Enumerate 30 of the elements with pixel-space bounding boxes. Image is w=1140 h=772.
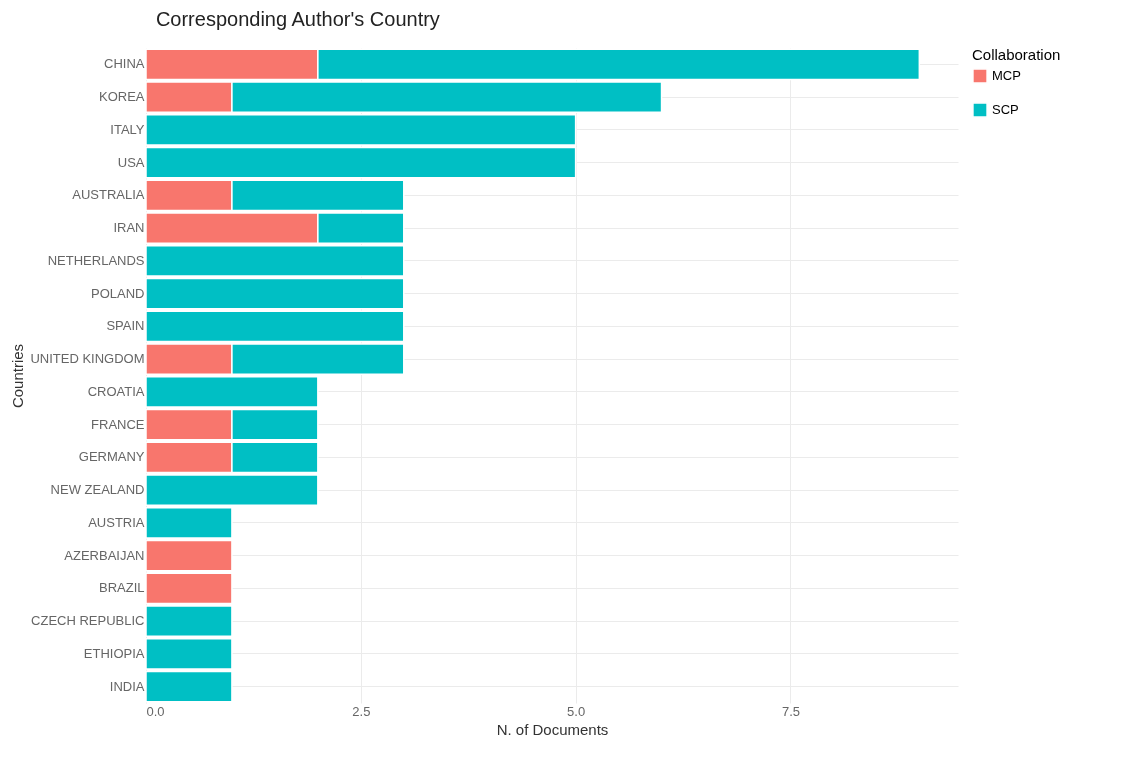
y-tick-label: UNITED KINGDOM <box>30 351 145 367</box>
x-tick-label: 5.0 <box>567 703 586 719</box>
y-tick-label: IRAN <box>113 220 145 236</box>
y-tick-label: KOREA <box>98 89 145 105</box>
legend-title: Collaboration <box>972 46 1061 63</box>
y-tick-label: AZERBAIJAN <box>64 547 145 563</box>
y-tick-label: FRANCE <box>91 416 145 432</box>
y-tick-label: POLAND <box>91 285 145 301</box>
y-tick-label: CHINA <box>104 56 145 72</box>
x-axis-title: N. of Documents <box>496 720 609 738</box>
y-tick-label: CROATIA <box>87 383 145 399</box>
y-tick-label: CZECH REPUBLIC <box>31 613 145 629</box>
y-tick-label: ETHIOPIA <box>83 645 145 661</box>
y-tick-label: AUSTRALIA <box>72 187 145 203</box>
y-axis-title: Countries <box>9 343 27 409</box>
legend-label: SCP <box>992 102 1019 117</box>
y-tick-label: NETHERLANDS <box>47 252 145 268</box>
x-tick-label: 7.5 <box>781 703 800 719</box>
x-tick-label: 0.0 <box>146 703 165 719</box>
x-tick-label: 2.5 <box>352 703 371 719</box>
y-tick-label: GERMANY <box>78 449 145 465</box>
y-tick-label: NEW ZEALAND <box>50 482 145 498</box>
legend-label: MCP <box>992 68 1021 83</box>
chart-title: Corresponding Author's Country <box>155 8 440 30</box>
y-tick-label: INDIA <box>109 678 145 694</box>
y-tick-label: ITALY <box>110 121 145 137</box>
y-tick-label: AUSTRIA <box>88 514 145 530</box>
y-tick-label: BRAZIL <box>98 580 145 596</box>
y-tick-label: SPAIN <box>106 318 145 334</box>
y-tick-label: USA <box>117 154 145 170</box>
